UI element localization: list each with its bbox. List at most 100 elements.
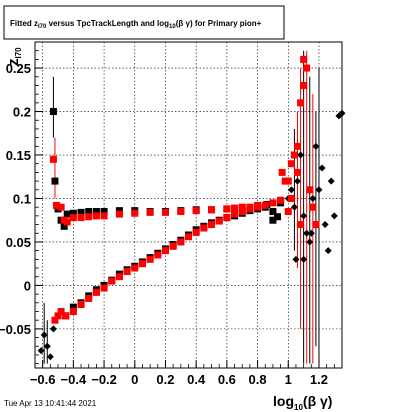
data-point-red <box>161 247 169 255</box>
data-point-red <box>62 312 70 320</box>
title-frame <box>3 5 285 40</box>
data-point-black <box>293 177 301 185</box>
data-point-black <box>300 255 308 263</box>
data-point-red <box>131 209 139 217</box>
data-point-red <box>254 203 262 211</box>
data-point-black <box>43 342 51 350</box>
data-point-black <box>63 210 71 218</box>
data-point-red <box>231 210 239 218</box>
data-point-red <box>284 208 292 216</box>
data-point-red <box>92 212 100 220</box>
data-point-black <box>274 213 282 221</box>
data-point-red <box>192 207 200 215</box>
timestamp: Tue Apr 13 10:41:44 2021 <box>4 399 97 408</box>
data-point-red <box>123 268 131 276</box>
data-point-red <box>238 203 246 211</box>
data-point-red <box>293 142 301 150</box>
plot-frame <box>34 41 343 369</box>
data-point-black <box>292 255 300 263</box>
chart-title-box: Fitted zI70 versus TpcTrackLength and lo… <box>3 5 285 40</box>
data-point-red <box>238 208 246 216</box>
data-point-red <box>297 221 305 229</box>
data-point-red <box>49 155 57 163</box>
data-point-black <box>290 203 298 211</box>
data-point-black <box>307 229 315 237</box>
y-tick-label: 0.15 <box>6 148 31 163</box>
data-point-red <box>169 242 177 250</box>
data-point-red <box>63 218 71 226</box>
chart-title: Fitted zI70 versus TpcTrackLength and lo… <box>10 19 262 30</box>
x-tick-label: 0.8 <box>249 372 267 387</box>
data-point-red <box>57 307 65 315</box>
data-point-red <box>51 316 59 324</box>
data-point-red <box>92 288 100 296</box>
data-point-black <box>330 212 338 220</box>
data-point-black <box>37 347 45 355</box>
y-tick-label: 0 <box>24 278 31 293</box>
data-point-red <box>215 217 223 225</box>
data-point-red <box>77 214 85 222</box>
data-point-red <box>293 168 301 176</box>
y-axis-ticks: −0.05 0 0.05 0.1 0.15 0.2 0.25 <box>0 50 43 365</box>
data-point-red <box>146 208 154 216</box>
data-point-red <box>131 264 139 272</box>
data-point-black <box>303 229 311 237</box>
data-point-red <box>223 214 231 222</box>
data-point-black <box>312 142 320 150</box>
data-point-red <box>223 205 231 213</box>
data-point-red <box>100 212 108 220</box>
data-point-red <box>108 277 116 285</box>
data-point-red <box>303 64 311 72</box>
x-tick-label: 1 <box>285 372 292 387</box>
data-point-red <box>231 204 239 212</box>
x-tick-label: 0.6 <box>218 372 236 387</box>
data-point-red <box>77 301 85 309</box>
data-point-red <box>312 221 320 229</box>
data-point-red <box>85 213 93 221</box>
series-red <box>49 55 320 324</box>
y-tick-label: 0.25 <box>6 61 31 76</box>
data-point-black <box>297 151 305 159</box>
data-point-black <box>46 353 54 361</box>
data-point-red <box>287 160 295 168</box>
data-point-black <box>269 216 277 224</box>
data-point-red <box>300 55 308 63</box>
y-tick-label: −0.05 <box>0 322 31 337</box>
data-point-red <box>154 251 162 259</box>
data-point-black <box>315 186 323 194</box>
data-point-red <box>177 238 185 246</box>
data-point-black <box>309 194 317 202</box>
data-point-black <box>306 238 314 246</box>
data-point-red <box>69 307 77 315</box>
data-point-red <box>277 196 285 204</box>
data-point-red <box>261 201 269 209</box>
data-point-black <box>69 209 77 217</box>
x-axis-label: log10(β γ) <box>273 393 332 412</box>
data-point-black <box>269 208 277 216</box>
data-point-red <box>146 255 154 263</box>
data-point-red <box>57 203 65 211</box>
x-tick-label: 0.4 <box>187 372 206 387</box>
y-axis-label: zI70 <box>5 47 23 66</box>
data-point-black <box>49 108 57 116</box>
data-point-red <box>115 273 123 281</box>
data-point-red <box>138 260 146 268</box>
data-point-red <box>278 168 286 176</box>
grid-lines <box>35 42 342 368</box>
data-point-red <box>269 199 277 207</box>
x-tick-label: −0.4 <box>61 372 87 387</box>
data-point-red <box>200 224 208 232</box>
x-tick-label: −0.2 <box>91 372 117 387</box>
data-point-black <box>40 331 48 339</box>
data-point-red <box>185 233 192 241</box>
data-point-black <box>327 177 335 185</box>
data-point-red <box>69 214 77 222</box>
data-point-black <box>300 212 308 220</box>
data-point-red <box>177 208 185 216</box>
y-tick-label: 0.1 <box>13 191 31 206</box>
data-point-red <box>287 194 295 202</box>
data-point-black <box>100 208 108 216</box>
data-point-black <box>338 109 346 117</box>
y-tick-label: 0.05 <box>6 235 31 250</box>
